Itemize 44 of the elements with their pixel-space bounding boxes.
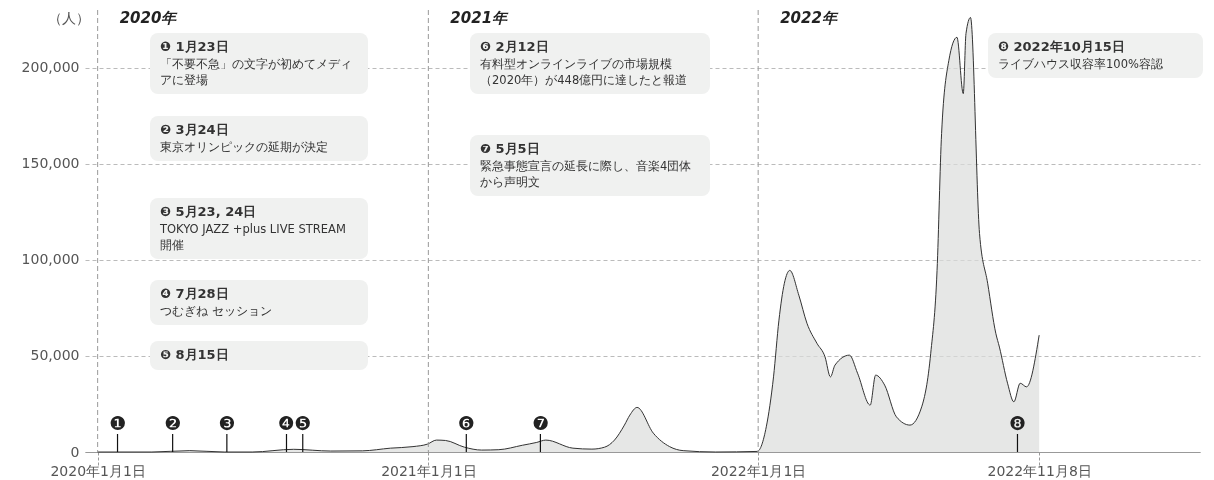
y-tick-label: 0 — [70, 443, 80, 460]
annotation: つむぎね セッション — [160, 303, 273, 319]
annotation: ❻ 2月12日 — [480, 38, 550, 56]
ref-line-label: 2022年 — [780, 9, 839, 27]
x-tick-label: 2020年1月1日 — [50, 462, 146, 479]
annotation: TOKYO JAZZ +plus LIVE STREAM 開催 — [160, 221, 347, 253]
ref-line-label: 2021年 — [450, 9, 510, 27]
y-tick-label: 200,000 — [21, 59, 80, 76]
annotation: ❸ 5月23, 24日 — [160, 203, 258, 221]
annotation: ❼ — [531, 412, 549, 434]
annotation: ❷ 3月24日 — [160, 121, 230, 139]
annotation: ❹ 7月28日 — [160, 285, 230, 303]
annotation: 東京オリンピックの延期が決定 — [160, 139, 329, 155]
note-card: ❷ 3月24日 東京オリンピックの延期が決定 — [150, 116, 368, 161]
y-tick-label: 150,000 — [21, 155, 80, 172]
note-card: ❸ 5月23, 24日 TOKYO JAZZ +plus LIVE STREAM 開催 — [150, 198, 368, 259]
annotation: ❼ 5月5日 — [480, 140, 541, 158]
note-card: ❶ 1月23日 「不要不急」の文字が初めてメディアに登場 — [150, 33, 368, 94]
annotation: ❽ 2022年10月15日 — [998, 38, 1126, 56]
note-card: ❼ 5月5日 緊急事態宣言の延長に際し、音楽4団体から声明文 — [470, 135, 710, 196]
annotation: ❻ — [457, 412, 475, 434]
y-tick-label: 50,000 — [30, 347, 80, 364]
x-tick-label: 2021年1月1日 — [381, 462, 477, 479]
annotation: ライブハウス収容率100%容認 — [998, 56, 1164, 72]
annotation: ❸ — [218, 412, 236, 434]
ref-line-label: 2020年 — [119, 9, 179, 27]
annotation: 緊急事態宣言の延長に際し、音楽4団体から声明文 — [480, 158, 693, 190]
note-card: ❻ 2月12日 有料型オンラインライブの市場規模（2020年）が448億円に達したと報道 — [470, 33, 710, 94]
annotation: 有料型オンラインライブの市場規模（2020年）が448億円に達したと報道 — [480, 56, 689, 88]
note-card: ❽ 2022年10月15日 ライブハウス収容率100%容認 — [988, 33, 1203, 78]
note-card: ❹ 7月28日 つむぎね セッション — [150, 280, 368, 325]
annotation: ❶ 1月23日 — [160, 38, 230, 56]
annotation: 「不要不急」の文字が初めてメディアに登場 — [160, 56, 353, 88]
annotation: ❷ — [164, 412, 182, 434]
x-tick-label: 2022年11月8日 — [987, 462, 1092, 479]
x-tick-label: 2022年1月1日 — [710, 462, 807, 479]
note-card: ❺ 8月15日 — [150, 341, 368, 370]
annotation: ❽ — [1008, 412, 1026, 434]
annotation: ❶ — [109, 412, 127, 434]
annotation: ❺ 8月15日 — [160, 346, 230, 364]
y-axis-title: （人） — [47, 9, 90, 26]
annotation: ❹ — [277, 412, 296, 434]
annotation: ❺ — [294, 412, 312, 434]
y-tick-label: 100,000 — [21, 251, 80, 268]
